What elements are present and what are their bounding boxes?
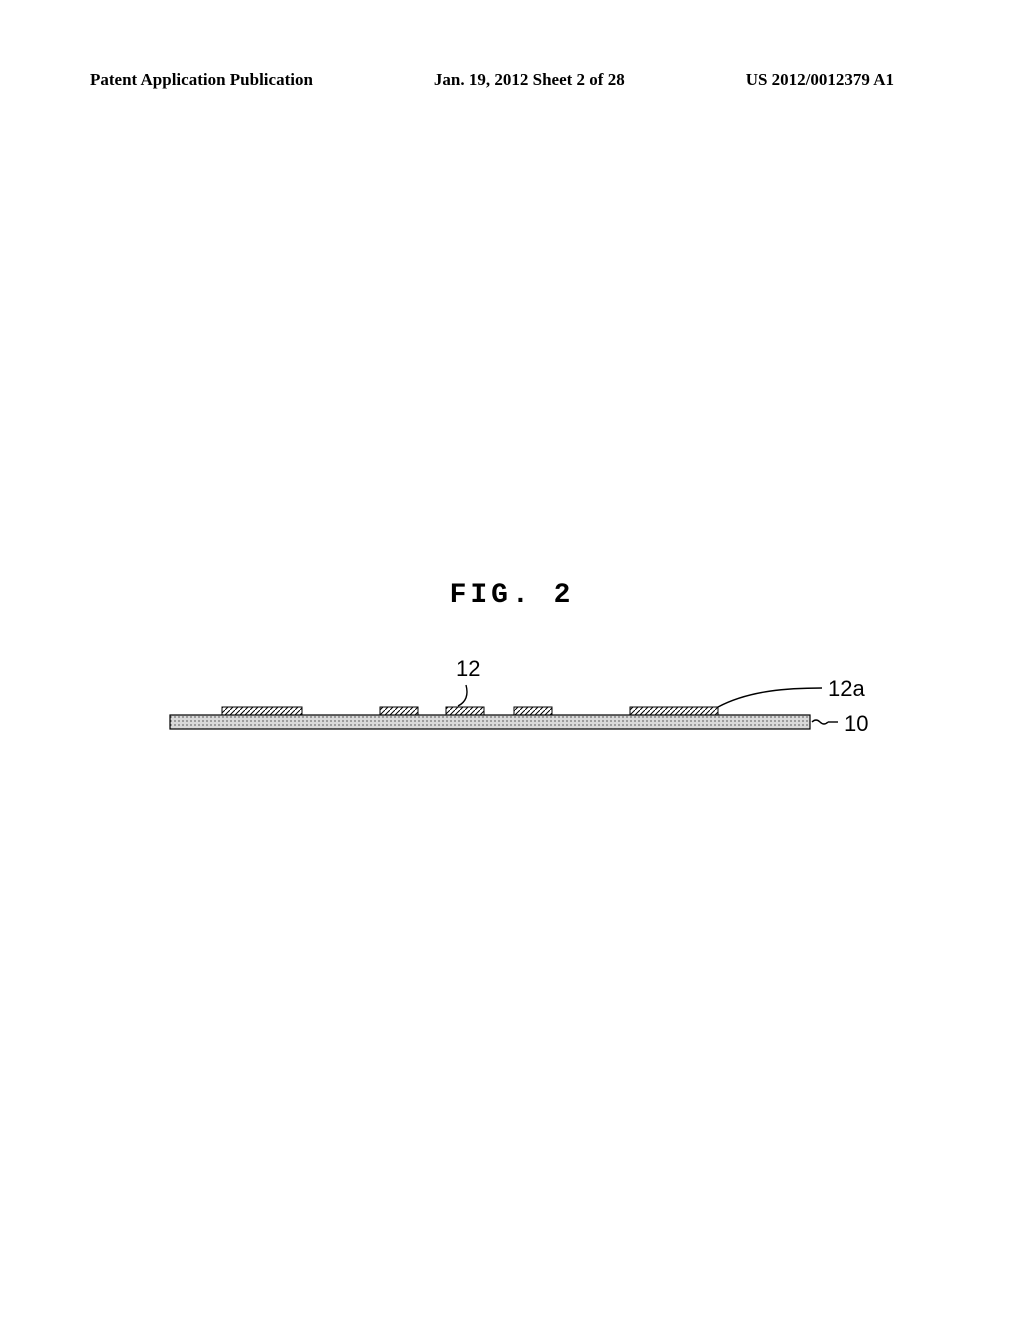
header-right: US 2012/0012379 A1 bbox=[746, 70, 894, 90]
header-left: Patent Application Publication bbox=[90, 70, 313, 90]
label-12a: 12a bbox=[828, 676, 865, 702]
figure-2 bbox=[150, 660, 870, 760]
page: Patent Application Publication Jan. 19, … bbox=[0, 0, 1024, 1320]
figure-title: FIG. 2 bbox=[0, 580, 1024, 611]
label-12: 12 bbox=[456, 656, 480, 682]
header-center: Jan. 19, 2012 Sheet 2 of 28 bbox=[434, 70, 625, 90]
page-header: Patent Application Publication Jan. 19, … bbox=[0, 70, 1024, 90]
label-10: 10 bbox=[844, 711, 868, 737]
